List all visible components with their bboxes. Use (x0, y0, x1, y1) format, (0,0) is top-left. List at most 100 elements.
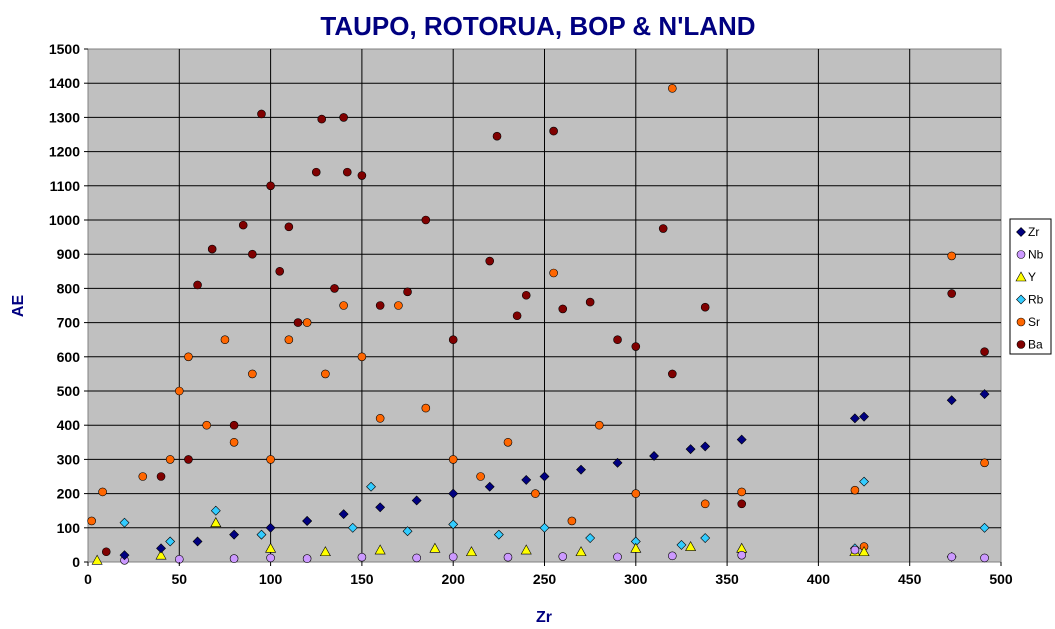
x-axis-title: Zr (536, 609, 552, 626)
point-rb (347, 522, 358, 533)
point-sr (202, 420, 211, 430)
point-sr (700, 499, 710, 509)
x-tick-label: 200 (442, 571, 466, 587)
x-tick-label: 450 (898, 571, 922, 587)
point-ba (207, 244, 217, 254)
legend-item-zr: Zr (1016, 225, 1039, 239)
point-zr (448, 488, 459, 499)
point-sr (503, 437, 513, 447)
point-zr (612, 457, 623, 468)
y-axis-ticks: 0 100 200 300 400 500 600 700 800 900 1000 1100 1200… (49, 41, 88, 570)
point-zr (685, 444, 696, 455)
x-axis-ticks: 0 50 100 150 200 250 300 350 400 450 500 (84, 562, 1013, 587)
point-sr (284, 335, 294, 345)
point-zr (539, 471, 550, 482)
point-rb (493, 529, 504, 540)
point-ba (512, 311, 522, 321)
point-zr (156, 543, 166, 554)
x-tick-label: 0 (84, 571, 92, 587)
point-zr (521, 474, 532, 485)
legend-label-y: Y (1028, 270, 1036, 284)
point-ba (700, 302, 710, 312)
point-ba (947, 289, 956, 298)
point-ba (668, 369, 677, 379)
point-y (685, 540, 697, 551)
point-y (91, 554, 103, 565)
point-ba (311, 167, 321, 177)
point-y (465, 546, 477, 557)
point-nb (668, 551, 677, 561)
point-zr (484, 481, 495, 492)
point-ba (403, 287, 412, 297)
point-y (210, 517, 222, 527)
point-rb (119, 517, 130, 528)
point-ba (339, 113, 348, 122)
point-rb (256, 529, 267, 540)
y-tick-label: 1100 (50, 178, 81, 194)
point-ba (229, 420, 239, 430)
point-zr (649, 451, 659, 461)
point-ba (485, 256, 495, 266)
point-ba (330, 284, 339, 293)
y-tick-label: 900 (57, 246, 81, 262)
legend: Zr Nb Y Rb Sr Ba (1009, 218, 1052, 355)
point-ba (357, 171, 367, 180)
point-ba (193, 280, 202, 290)
point-nb (229, 554, 239, 563)
point-rb (700, 533, 711, 543)
point-sr (266, 455, 275, 464)
point-rb (676, 539, 687, 550)
legend-label-sr: Sr (1028, 315, 1040, 329)
point-sr (631, 489, 641, 498)
point-sr (567, 516, 577, 526)
point-y (265, 542, 277, 553)
point-nb (980, 553, 989, 563)
legend-item-y: Y (1015, 270, 1036, 284)
point-nb (947, 552, 956, 562)
x-tick-label: 400 (807, 571, 831, 587)
point-ba (521, 290, 531, 300)
point-y (630, 542, 642, 553)
x-tick-label: 250 (533, 571, 557, 587)
point-ba (275, 266, 285, 276)
y-tick-label: 1200 (49, 144, 80, 160)
legend-label-ba: Ba (1028, 338, 1043, 352)
x-tick-label: 150 (350, 571, 374, 587)
point-sr (229, 437, 239, 447)
point-rb (979, 522, 990, 533)
point-ba (266, 181, 275, 191)
point-ba (631, 342, 641, 351)
y-axis-title: AE (10, 295, 27, 318)
y-tick-label: 300 (57, 451, 81, 467)
point-ba (342, 167, 352, 177)
legend-box (1009, 218, 1052, 355)
point-zr (700, 441, 711, 452)
point-rb (539, 522, 550, 533)
point-ba (248, 249, 257, 259)
series-zr (119, 389, 990, 561)
point-ba (549, 126, 558, 136)
point-sr (980, 458, 989, 468)
point-sr (339, 301, 348, 310)
y-tick-label: 200 (57, 486, 81, 502)
point-sr (850, 485, 860, 495)
point-nb (302, 554, 312, 563)
point-ba (658, 224, 668, 233)
point-y (575, 546, 587, 557)
point-sr (375, 414, 385, 423)
x-tick-label: 100 (259, 571, 283, 587)
point-sr (549, 268, 558, 278)
y-tick-label: 100 (57, 520, 81, 536)
legend-item-rb: Rb (1016, 293, 1044, 307)
point-sr (737, 487, 747, 497)
x-tick-label: 50 (172, 571, 188, 587)
point-zr (229, 529, 240, 540)
point-zr (849, 413, 860, 424)
point-zr (946, 395, 957, 406)
point-rb (165, 536, 176, 547)
legend-item-sr: Sr (1016, 315, 1040, 329)
legend-item-nb: Nb (1016, 248, 1044, 262)
point-sr (138, 472, 148, 481)
point-sr (421, 403, 431, 413)
point-ba (375, 301, 385, 310)
